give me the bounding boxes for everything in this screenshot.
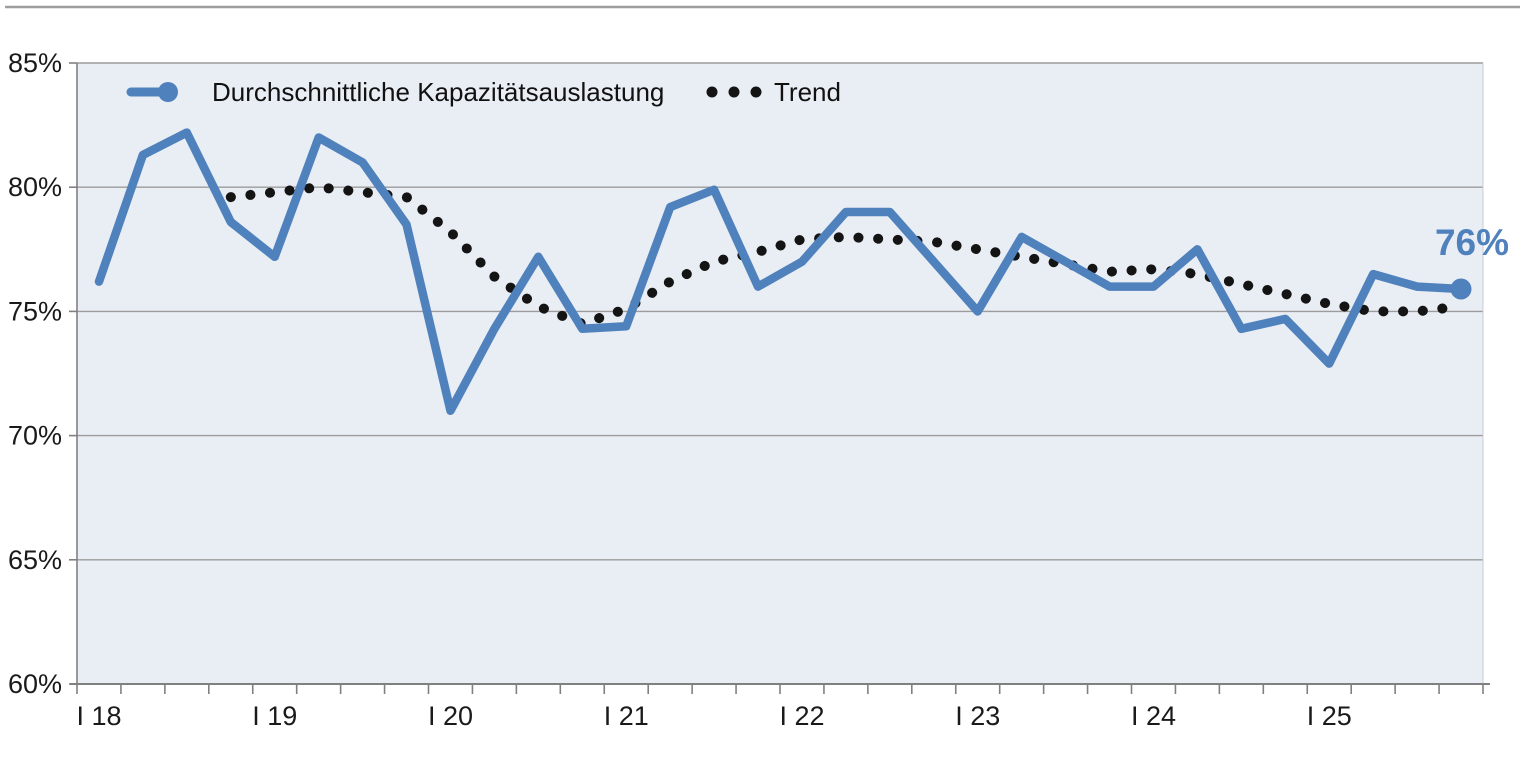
x-axis-label: I 19: [252, 701, 297, 731]
y-axis-label: 65%: [8, 545, 62, 575]
x-axis-ticks: [76, 684, 1484, 694]
last-value-annotation: 76%: [1435, 222, 1509, 263]
x-axis-label: I 20: [428, 701, 473, 731]
legend-trend-dot-icon: [750, 86, 762, 98]
y-axis-label: 70%: [8, 421, 62, 451]
x-axis-label: I 18: [76, 701, 121, 731]
last-point-marker: [1450, 278, 1472, 300]
legend-trend-dot-icon: [728, 86, 740, 98]
y-axis-labels: 85% 80% 75% 70% 65% 60%: [8, 48, 62, 699]
y-axis-label: 80%: [8, 172, 62, 202]
plot-area: [77, 63, 1483, 684]
x-axis-label: I 22: [779, 701, 824, 731]
legend: Durchschnittliche Kapazitätsauslastung T…: [126, 77, 841, 107]
x-axis-label: I 24: [1131, 701, 1176, 731]
x-axis-label: I 23: [955, 701, 1000, 731]
y-axis-label: 85%: [8, 48, 62, 78]
y-axis-ticks: [69, 62, 77, 685]
legend-capacity-label: Durchschnittliche Kapazitätsauslastung: [212, 77, 664, 107]
x-axis-label: I 25: [1307, 701, 1352, 731]
legend-trend-dot-icon: [706, 86, 718, 98]
capacity-line: [94, 128, 1466, 416]
legend-line-marker-icon: [158, 82, 178, 102]
y-axis-label: 75%: [8, 296, 62, 326]
legend-trend-label: Trend: [774, 77, 841, 107]
x-axis-labels: I 18 I 19 I 20 I 21 I 22 I 23 I 24 I 25: [76, 701, 1351, 731]
y-axis-label: 60%: [8, 669, 62, 699]
trend-dotted-line: [225, 182, 1466, 330]
x-axis-label: I 21: [604, 701, 649, 731]
